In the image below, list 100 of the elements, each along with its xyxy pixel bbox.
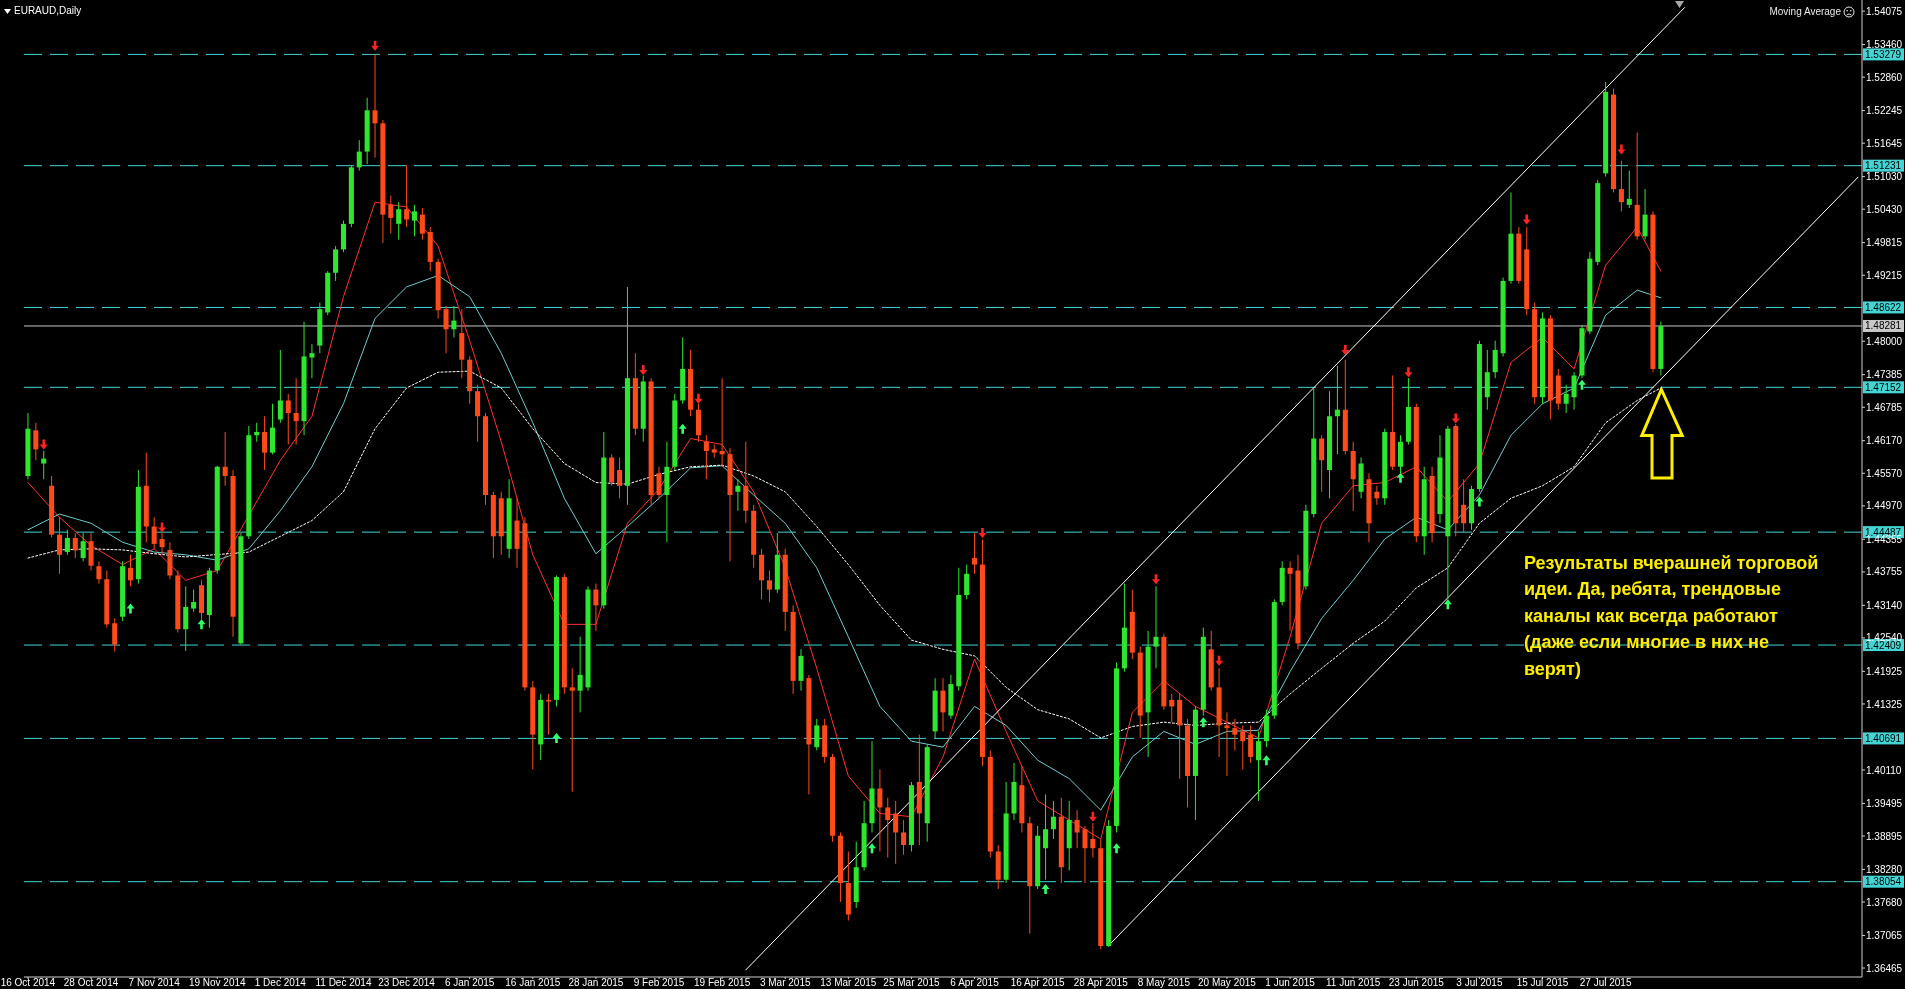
candlestick: [1169, 693, 1175, 723]
candlestick: [396, 201, 402, 241]
candlestick: [277, 349, 283, 424]
x-tick-label: 9 Feb 2015: [633, 977, 685, 989]
candlestick: [72, 532, 78, 559]
candlestick: [1090, 822, 1096, 858]
x-tick-label: 28 Jan 2015: [568, 977, 624, 989]
candlestick: [159, 532, 165, 556]
x-tick-label: 28 Apr 2015: [1073, 977, 1129, 989]
candlestick: [940, 677, 946, 732]
point: [1451, 413, 1460, 424]
candlestick: [593, 583, 599, 632]
point: [1577, 379, 1586, 390]
candlestick: [1461, 478, 1467, 534]
y-tick-label: 1.51030: [1866, 171, 1903, 183]
point: [1341, 344, 1350, 355]
x-tick-label: 1 Jun 2015: [1265, 977, 1316, 989]
candlestick: [1492, 340, 1498, 379]
candlestick: [404, 164, 410, 228]
x-tick-label: 28 Oct 2014: [63, 977, 119, 989]
candlestick: [419, 207, 425, 241]
candlestick: [1618, 160, 1624, 212]
candlestick: [1287, 560, 1293, 632]
candlestick: [1074, 809, 1080, 849]
candlestick: [901, 819, 907, 856]
candlestick: [1563, 384, 1569, 414]
x-tick-label: 3 Jul 2015: [1456, 977, 1503, 989]
candlestick: [388, 195, 394, 235]
point: [1151, 574, 1160, 585]
candlestick: [735, 478, 741, 512]
x-tick-label: 19 Feb 2015: [694, 977, 751, 989]
candlestick: [309, 343, 315, 379]
candlestick: [964, 564, 970, 600]
y-tick-label: 1.38895: [1866, 830, 1903, 842]
candlestick: [1334, 365, 1340, 455]
y-tick-label: 1.43140: [1866, 599, 1903, 611]
candlestick: [262, 415, 268, 471]
x-tick-label: 8 May 2015: [1137, 977, 1191, 989]
y-tick-label: 1.45570: [1866, 467, 1903, 479]
ref-line-label: 1.38054: [1865, 876, 1902, 888]
text: EURAUD,Daily: [14, 5, 82, 17]
ref-line-label: 1.51231: [1865, 160, 1902, 172]
candlestick: [1082, 825, 1088, 884]
candlestick: [183, 585, 189, 652]
candlestick: [1256, 730, 1262, 802]
x-tick-label: 23 Jun 2015: [1388, 977, 1445, 989]
y-tick-label: 1.53460: [1866, 39, 1903, 51]
y-tick-label: 1.49215: [1866, 269, 1903, 281]
point: [1262, 755, 1271, 766]
x-tick-label: 16 Oct 2014: [0, 977, 56, 989]
point: [197, 619, 206, 630]
x-tick-label: 7 Nov 2014: [128, 977, 181, 989]
x-tick-label: 20 May 2015: [1198, 977, 1257, 989]
point: [1199, 717, 1208, 728]
y-tick-label: 1.41925: [1866, 665, 1903, 677]
y-tick-label: 1.47385: [1866, 369, 1903, 381]
point: [1522, 214, 1531, 225]
x-tick-label: 6 Jan 2015: [444, 977, 495, 989]
candlestick: [877, 768, 883, 852]
y-tick-label: 1.36465: [1866, 962, 1903, 974]
x-tick-label: 11 Jun 2015: [1326, 977, 1381, 989]
ref-line-label: 1.53279: [1865, 48, 1902, 60]
point: [639, 365, 648, 376]
ref-line-label: 1.40691: [1865, 732, 1902, 744]
candlestick: [885, 797, 891, 858]
point: [694, 393, 703, 404]
point: [552, 732, 561, 743]
candlestick: [1571, 371, 1577, 411]
candlestick: [33, 422, 39, 461]
candlestick: [719, 377, 725, 468]
annotation: Moving Average: [1769, 6, 1841, 18]
ref-line-label: 1.47152: [1865, 381, 1902, 393]
y-tick-label: 1.38280: [1866, 863, 1903, 875]
candlestick: [293, 377, 299, 445]
point: [1617, 144, 1626, 155]
candlestick: [191, 589, 197, 613]
x-tick-label: 13 Mar 2015: [820, 977, 877, 989]
point: [1112, 843, 1121, 854]
candlestick: [372, 53, 378, 159]
candlestick: [1232, 718, 1238, 751]
candlestick: [356, 139, 362, 172]
x-tick-label: 15 Jul 2015: [1516, 977, 1569, 989]
candlestick: [1043, 793, 1049, 881]
candlestick: [96, 560, 102, 585]
candlestick: [254, 422, 260, 443]
y-tick-label: 1.41325: [1866, 698, 1903, 710]
y-tick-label: 1.48000: [1866, 335, 1903, 347]
candlestick: [64, 529, 70, 556]
x-tick-label: 11 Dec 2014: [315, 977, 372, 989]
x-tick-label: 16 Apr 2015: [1010, 977, 1066, 989]
candlestick: [56, 516, 63, 575]
candlestick: [617, 457, 623, 499]
candlestick: [577, 636, 583, 713]
point: [126, 603, 135, 614]
x-tick-label: 16 Jan 2015: [505, 977, 561, 989]
candlestick: [285, 393, 291, 445]
point: [678, 423, 687, 434]
x-tick-label: 25 Mar 2015: [883, 977, 940, 989]
candlestick: [1248, 724, 1254, 764]
candlestick: [80, 532, 86, 562]
